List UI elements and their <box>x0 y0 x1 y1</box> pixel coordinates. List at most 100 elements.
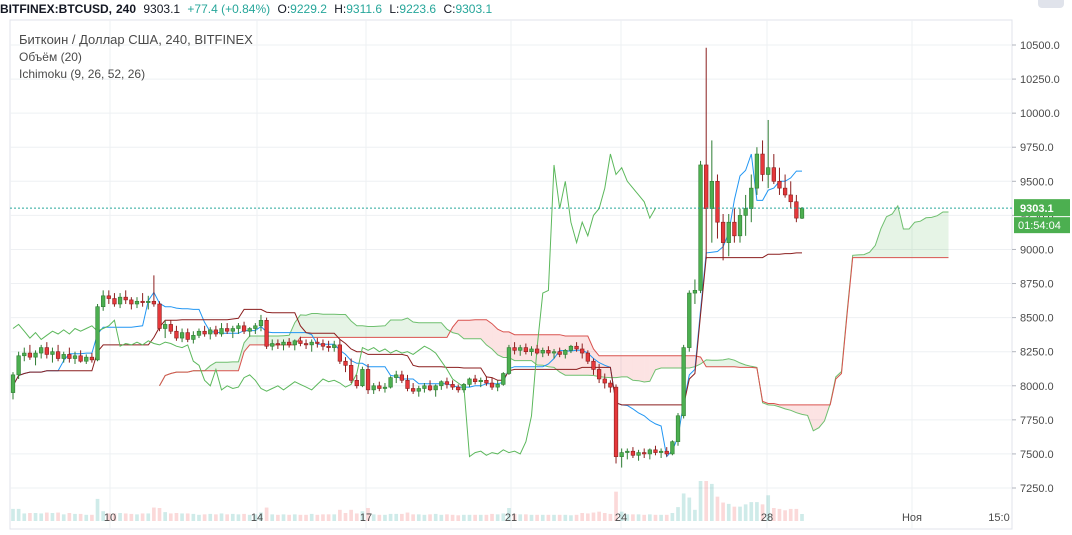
candle-body[interactable] <box>777 181 782 189</box>
candle-body[interactable] <box>529 348 534 352</box>
candle-body[interactable] <box>675 415 681 442</box>
candle-body[interactable] <box>495 384 500 388</box>
candle-body[interactable] <box>157 303 162 329</box>
candle-body[interactable] <box>647 449 652 455</box>
candle-body[interactable] <box>444 381 450 385</box>
candle-body[interactable] <box>642 452 647 455</box>
interval[interactable]: 240 <box>116 2 137 16</box>
candle-body[interactable] <box>106 295 111 299</box>
candle-body[interactable] <box>596 369 602 380</box>
candle-body[interactable] <box>416 388 421 392</box>
candle-body[interactable] <box>16 355 21 376</box>
candle-body[interactable] <box>658 450 664 453</box>
candle-body[interactable] <box>630 450 636 456</box>
candle-body[interactable] <box>653 449 658 453</box>
candle-body[interactable] <box>478 380 483 382</box>
candle-body[interactable] <box>22 352 27 357</box>
volume-legend[interactable]: Объём (20) <box>19 50 82 64</box>
candle-body[interactable] <box>574 345 579 350</box>
candle-body[interactable] <box>450 384 455 388</box>
candle-body[interactable] <box>382 386 388 389</box>
candle-body[interactable] <box>619 452 624 457</box>
candle-body[interactable] <box>551 351 557 354</box>
candle-body[interactable] <box>44 347 49 355</box>
candle-body[interactable] <box>179 332 185 339</box>
candle-body[interactable] <box>766 167 771 175</box>
candle-body[interactable] <box>456 386 461 391</box>
candle-body[interactable] <box>512 347 517 351</box>
candle-body[interactable] <box>388 377 393 388</box>
candle-body[interactable] <box>422 385 427 389</box>
candle-body[interactable] <box>799 207 805 219</box>
candle-body[interactable] <box>112 298 117 305</box>
candle-body[interactable] <box>264 320 269 347</box>
candle-body[interactable] <box>225 328 230 332</box>
candle-body[interactable] <box>563 350 568 355</box>
candle-body[interactable] <box>208 329 213 335</box>
candle-body[interactable] <box>78 355 83 362</box>
candle-body[interactable] <box>354 380 359 387</box>
candle-body[interactable] <box>253 325 258 329</box>
candle-body[interactable] <box>501 373 506 385</box>
candle-body[interactable] <box>365 369 371 391</box>
candle-body[interactable] <box>484 380 489 384</box>
candle-body[interactable] <box>101 295 106 308</box>
candle-body[interactable] <box>664 450 669 455</box>
candle-body[interactable] <box>360 369 365 387</box>
candle-body[interactable] <box>326 345 331 348</box>
candle-body[interactable] <box>67 354 72 359</box>
candle-body[interactable] <box>602 378 607 384</box>
candle-body[interactable] <box>174 330 179 339</box>
candle-body[interactable] <box>39 347 44 354</box>
candle-body[interactable] <box>472 378 478 382</box>
candle-body[interactable] <box>489 382 495 388</box>
symbol-name[interactable]: BITFINEX:BTCUSD, <box>0 2 112 16</box>
candle-body[interactable] <box>140 300 145 303</box>
candle-body[interactable] <box>84 356 89 362</box>
candle-body[interactable] <box>467 378 472 385</box>
candle-body[interactable] <box>146 300 151 303</box>
candle-body[interactable] <box>72 355 78 359</box>
candle-body[interactable] <box>433 385 438 391</box>
candle-body[interactable] <box>636 452 641 456</box>
candle-body[interactable] <box>692 290 698 294</box>
candle-body[interactable] <box>50 351 55 355</box>
candle-body[interactable] <box>743 208 748 216</box>
candle-body[interactable] <box>95 306 100 361</box>
candle-body[interactable] <box>754 153 760 189</box>
candle-body[interactable] <box>523 347 528 352</box>
candle-body[interactable] <box>534 348 540 354</box>
candle-body[interactable] <box>399 374 404 381</box>
candle-body[interactable] <box>788 194 793 203</box>
candle-body[interactable] <box>715 181 720 223</box>
candle-body[interactable] <box>315 341 320 344</box>
candle-body[interactable] <box>27 352 33 358</box>
candle-body[interactable] <box>303 343 309 346</box>
candle-body[interactable] <box>794 201 799 219</box>
candle-body[interactable] <box>681 347 686 417</box>
candle-body[interactable] <box>292 340 297 346</box>
candle-body[interactable] <box>191 335 196 340</box>
candle-body[interactable] <box>337 344 343 362</box>
candle-body[interactable] <box>236 325 241 329</box>
candle-body[interactable] <box>760 153 765 175</box>
candle-body[interactable] <box>247 328 252 332</box>
candle-body[interactable] <box>33 352 38 358</box>
candle-body[interactable] <box>608 382 613 388</box>
candle-body[interactable] <box>10 374 16 393</box>
candle-body[interactable] <box>687 292 692 348</box>
candle-body[interactable] <box>670 441 675 455</box>
candle-body[interactable] <box>625 450 630 453</box>
candle-body[interactable] <box>349 365 354 381</box>
candle-body[interactable] <box>287 341 292 346</box>
candle-body[interactable] <box>123 296 128 301</box>
candle-body[interactable] <box>394 374 399 378</box>
candle-body[interactable] <box>230 328 235 332</box>
candle-body[interactable] <box>726 221 731 243</box>
candle-body[interactable] <box>782 187 788 196</box>
candle-body[interactable] <box>185 332 190 340</box>
candle-body[interactable] <box>591 360 596 370</box>
candle-body[interactable] <box>704 164 709 209</box>
candle-body[interactable] <box>270 343 275 347</box>
candle-body[interactable] <box>151 300 157 305</box>
